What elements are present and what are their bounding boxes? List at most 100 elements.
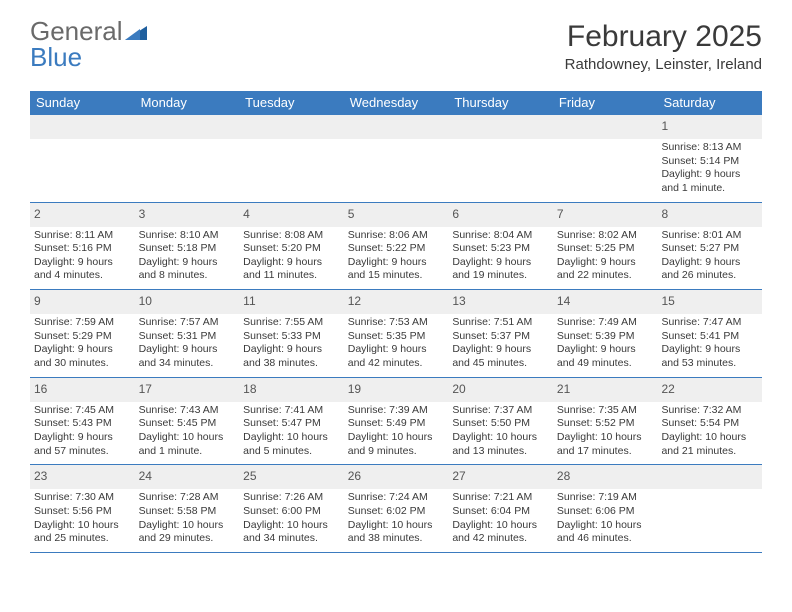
daylight-text: Daylight: 10 hours and 9 minutes. <box>348 431 445 458</box>
day-number: 1 <box>661 119 668 133</box>
sunset-text: Sunset: 5:39 PM <box>557 330 654 344</box>
sunset-text: Sunset: 5:52 PM <box>557 417 654 431</box>
week-content-row: Sunrise: 7:45 AMSunset: 5:43 PMDaylight:… <box>30 402 762 465</box>
daylight-text: Daylight: 10 hours and 1 minute. <box>139 431 236 458</box>
dayhead-wed: Wednesday <box>344 91 449 114</box>
sunrise-text: Sunrise: 8:04 AM <box>452 229 549 243</box>
day-number-cell: 27 <box>448 465 553 489</box>
day-content-cell: Sunrise: 7:45 AMSunset: 5:43 PMDaylight:… <box>30 402 135 465</box>
sunrise-text: Sunrise: 7:26 AM <box>243 491 340 505</box>
day-number-cell: 14 <box>553 290 658 314</box>
sunset-text: Sunset: 5:20 PM <box>243 242 340 256</box>
day-number-cell: 6 <box>448 203 553 227</box>
day-number-cell: 13 <box>448 290 553 314</box>
sunset-text: Sunset: 5:25 PM <box>557 242 654 256</box>
week-daynum-row: 16171819202122 <box>30 377 762 402</box>
day-content-cell: Sunrise: 7:47 AMSunset: 5:41 PMDaylight:… <box>657 314 762 377</box>
week-content-row: Sunrise: 8:13 AMSunset: 5:14 PMDaylight:… <box>30 139 762 202</box>
sunset-text: Sunset: 5:33 PM <box>243 330 340 344</box>
day-content-cell: Sunrise: 7:59 AMSunset: 5:29 PMDaylight:… <box>30 314 135 377</box>
daylight-text: Daylight: 10 hours and 38 minutes. <box>348 519 445 546</box>
sunset-text: Sunset: 6:06 PM <box>557 505 654 519</box>
sunrise-text: Sunrise: 7:47 AM <box>661 316 758 330</box>
daylight-text: Daylight: 9 hours and 4 minutes. <box>34 256 131 283</box>
sunrise-text: Sunrise: 7:43 AM <box>139 404 236 418</box>
week-content-row: Sunrise: 7:30 AMSunset: 5:56 PMDaylight:… <box>30 489 762 552</box>
day-number: 11 <box>243 294 255 308</box>
sunrise-text: Sunrise: 7:49 AM <box>557 316 654 330</box>
sunset-text: Sunset: 5:49 PM <box>348 417 445 431</box>
day-number-cell: 24 <box>135 465 240 489</box>
sunrise-text: Sunrise: 7:24 AM <box>348 491 445 505</box>
day-number: 5 <box>348 207 355 221</box>
sunset-text: Sunset: 6:02 PM <box>348 505 445 519</box>
calendar: Sunday Monday Tuesday Wednesday Thursday… <box>30 91 762 552</box>
daylight-text: Daylight: 9 hours and 26 minutes. <box>661 256 758 283</box>
day-content-cell: Sunrise: 8:11 AMSunset: 5:16 PMDaylight:… <box>30 227 135 290</box>
day-number-cell: 3 <box>135 203 240 227</box>
sunrise-text: Sunrise: 7:41 AM <box>243 404 340 418</box>
sunrise-text: Sunrise: 7:32 AM <box>661 404 758 418</box>
dayhead-sat: Saturday <box>657 91 762 114</box>
day-number: 22 <box>661 382 674 396</box>
daylight-text: Daylight: 10 hours and 17 minutes. <box>557 431 654 458</box>
week-daynum-row: 2345678 <box>30 202 762 227</box>
sunrise-text: Sunrise: 7:39 AM <box>348 404 445 418</box>
sunset-text: Sunset: 5:54 PM <box>661 417 758 431</box>
sunset-text: Sunset: 5:29 PM <box>34 330 131 344</box>
day-number-cell: 2 <box>30 203 135 227</box>
day-content-cell: Sunrise: 7:19 AMSunset: 6:06 PMDaylight:… <box>553 489 658 552</box>
daylight-text: Daylight: 9 hours and 15 minutes. <box>348 256 445 283</box>
day-content-cell <box>448 139 553 202</box>
sunrise-text: Sunrise: 8:02 AM <box>557 229 654 243</box>
day-number: 26 <box>348 469 361 483</box>
sunset-text: Sunset: 5:31 PM <box>139 330 236 344</box>
sunrise-text: Sunrise: 8:10 AM <box>139 229 236 243</box>
weeks-container: 1 Sunrise: 8:13 AMSunset: 5:14 PMDaylight… <box>30 114 762 552</box>
day-content-cell <box>239 139 344 202</box>
daylight-text: Daylight: 10 hours and 5 minutes. <box>243 431 340 458</box>
daylight-text: Daylight: 10 hours and 29 minutes. <box>139 519 236 546</box>
day-content-cell: Sunrise: 7:41 AMSunset: 5:47 PMDaylight:… <box>239 402 344 465</box>
sunrise-text: Sunrise: 8:13 AM <box>661 141 758 155</box>
sunrise-text: Sunrise: 7:35 AM <box>557 404 654 418</box>
daylight-text: Daylight: 9 hours and 30 minutes. <box>34 343 131 370</box>
daylight-text: Daylight: 10 hours and 42 minutes. <box>452 519 549 546</box>
sunset-text: Sunset: 5:43 PM <box>34 417 131 431</box>
day-number: 2 <box>34 207 41 221</box>
day-content-cell: Sunrise: 7:37 AMSunset: 5:50 PMDaylight:… <box>448 402 553 465</box>
day-content-cell <box>30 139 135 202</box>
day-number: 10 <box>139 294 152 308</box>
sunset-text: Sunset: 5:37 PM <box>452 330 549 344</box>
day-number-cell: 26 <box>344 465 449 489</box>
day-number: 20 <box>452 382 465 396</box>
sunrise-text: Sunrise: 7:59 AM <box>34 316 131 330</box>
week-content-row: Sunrise: 8:11 AMSunset: 5:16 PMDaylight:… <box>30 227 762 290</box>
day-content-cell <box>553 139 658 202</box>
logo-triangle-icon <box>125 18 147 44</box>
sunrise-text: Sunrise: 7:19 AM <box>557 491 654 505</box>
daylight-text: Daylight: 9 hours and 57 minutes. <box>34 431 131 458</box>
day-content-cell: Sunrise: 7:51 AMSunset: 5:37 PMDaylight:… <box>448 314 553 377</box>
day-content-cell: Sunrise: 7:28 AMSunset: 5:58 PMDaylight:… <box>135 489 240 552</box>
day-number: 9 <box>34 294 41 308</box>
day-number-cell: 23 <box>30 465 135 489</box>
sunset-text: Sunset: 5:45 PM <box>139 417 236 431</box>
dayhead-sun: Sunday <box>30 91 135 114</box>
day-number-cell: 25 <box>239 465 344 489</box>
daylight-text: Daylight: 9 hours and 8 minutes. <box>139 256 236 283</box>
daylight-text: Daylight: 9 hours and 45 minutes. <box>452 343 549 370</box>
dayhead-fri: Friday <box>553 91 658 114</box>
day-content-cell: Sunrise: 7:30 AMSunset: 5:56 PMDaylight:… <box>30 489 135 552</box>
sunset-text: Sunset: 5:47 PM <box>243 417 340 431</box>
day-number-cell <box>448 115 553 139</box>
day-number: 16 <box>34 382 47 396</box>
day-content-cell: Sunrise: 7:35 AMSunset: 5:52 PMDaylight:… <box>553 402 658 465</box>
day-number: 23 <box>34 469 47 483</box>
sunset-text: Sunset: 5:23 PM <box>452 242 549 256</box>
daylight-text: Daylight: 9 hours and 38 minutes. <box>243 343 340 370</box>
sunrise-text: Sunrise: 7:30 AM <box>34 491 131 505</box>
daylight-text: Daylight: 9 hours and 53 minutes. <box>661 343 758 370</box>
day-content-cell: Sunrise: 8:01 AMSunset: 5:27 PMDaylight:… <box>657 227 762 290</box>
day-number: 6 <box>452 207 459 221</box>
